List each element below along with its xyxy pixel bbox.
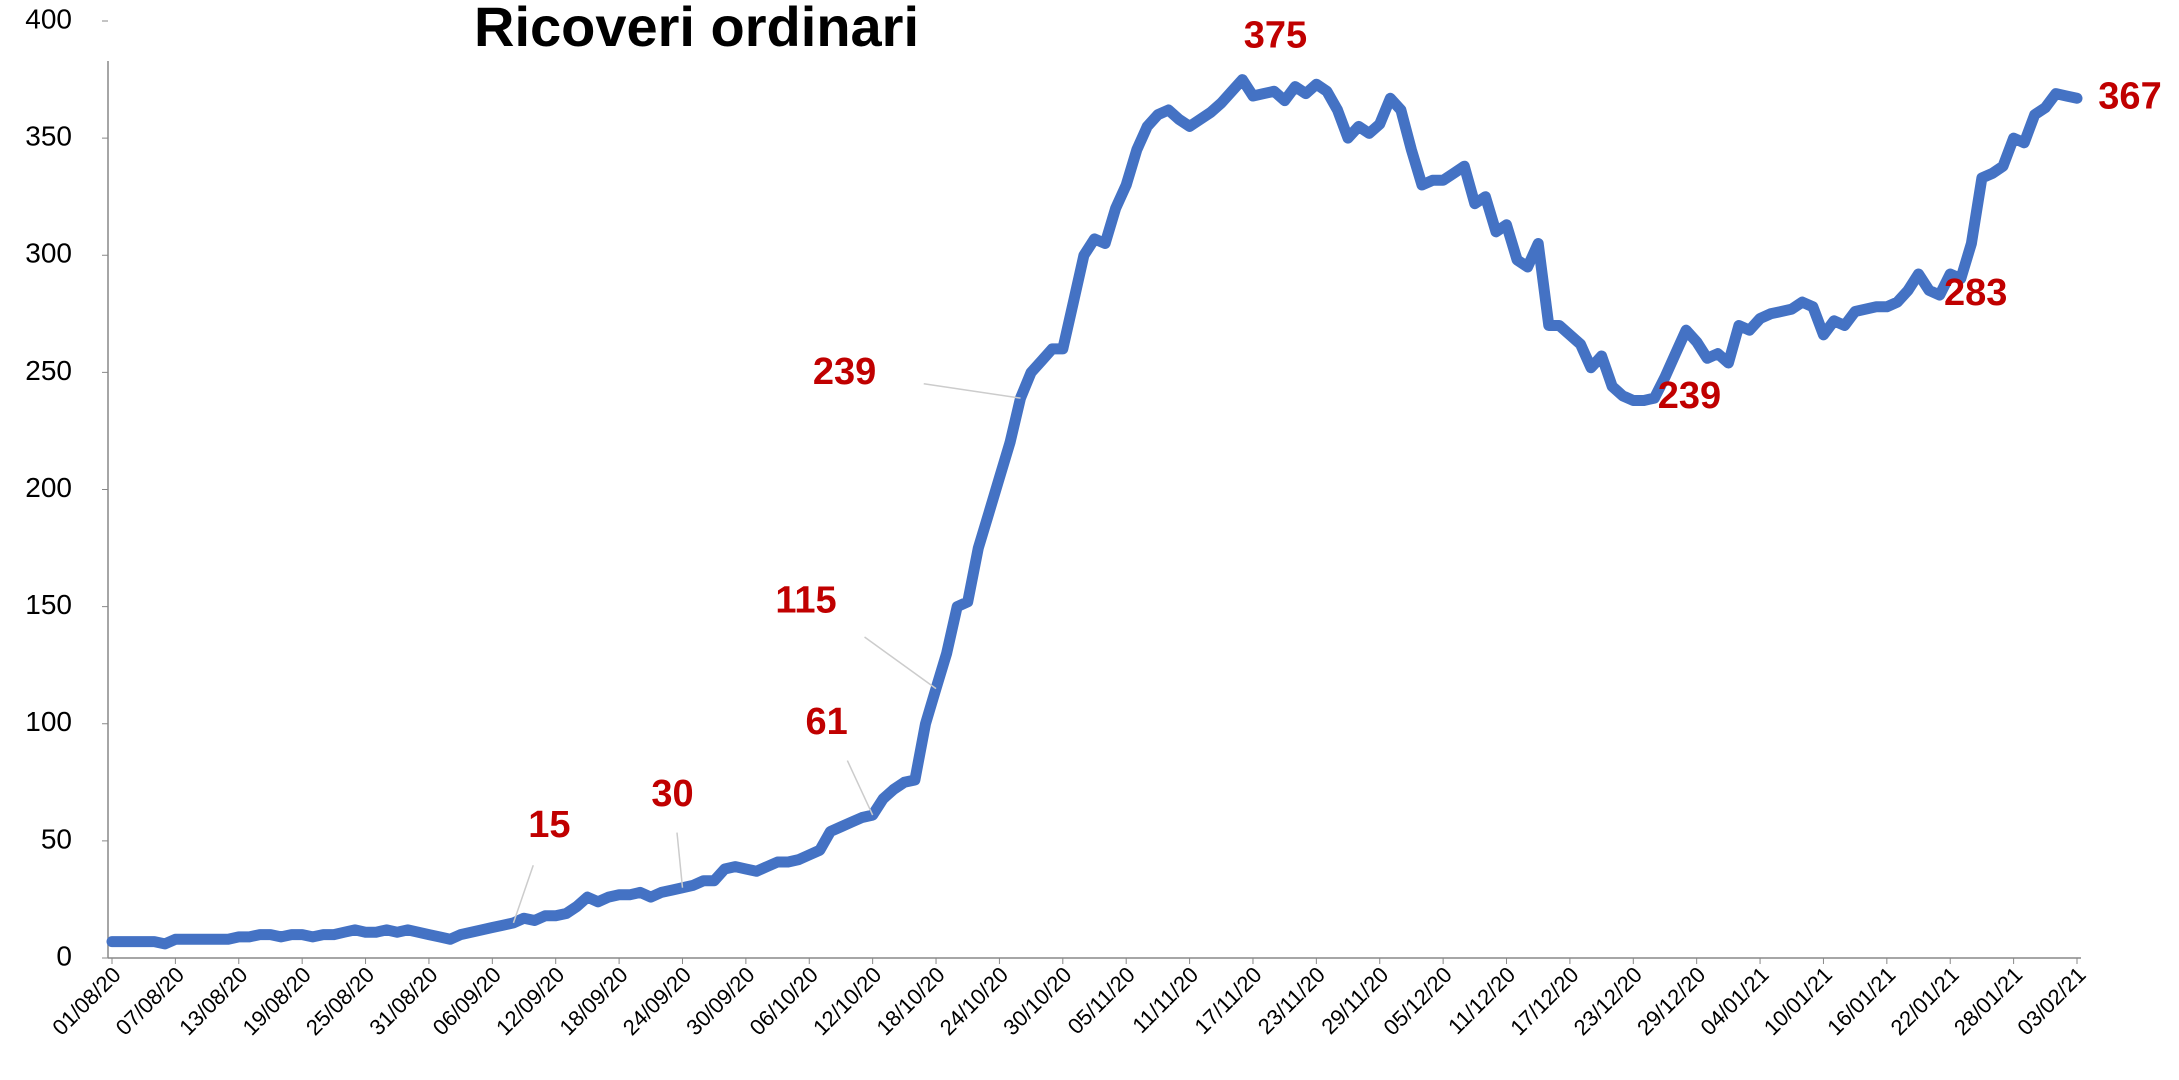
x-tick-label: 30/09/20 bbox=[681, 962, 759, 1040]
x-tick-label: 05/11/20 bbox=[1063, 962, 1140, 1039]
y-tick-label: 100 bbox=[25, 706, 72, 737]
x-tick-label: 24/09/20 bbox=[618, 962, 696, 1040]
data-label: 15 bbox=[528, 804, 570, 846]
x-tick-label: 22/01/21 bbox=[1886, 962, 1964, 1040]
x-tick-label: 17/12/20 bbox=[1505, 962, 1583, 1040]
data-label: 239 bbox=[813, 351, 876, 393]
x-tick-label: 07/08/20 bbox=[111, 962, 189, 1040]
leader-line bbox=[846, 760, 874, 816]
data-label: 115 bbox=[775, 580, 836, 622]
x-tick-label: 13/08/20 bbox=[174, 962, 252, 1040]
x-tick-label: 01/08/20 bbox=[47, 962, 125, 1040]
x-tick-label: 19/08/20 bbox=[238, 962, 316, 1040]
leader-line bbox=[923, 383, 1021, 399]
leader-line bbox=[512, 865, 534, 924]
x-tick-label: 06/10/20 bbox=[745, 962, 823, 1040]
x-tick-label: 03/02/21 bbox=[2012, 962, 2090, 1040]
x-tick-label: 16/01/21 bbox=[1822, 962, 1900, 1040]
x-tick-label: 23/12/20 bbox=[1569, 962, 1647, 1040]
x-tick-label: 11/12/20 bbox=[1443, 962, 1520, 1039]
x-tick-label: 12/10/20 bbox=[808, 962, 886, 1040]
x-tick-label: 11/11/20 bbox=[1127, 962, 1203, 1038]
x-tick-label: 30/10/20 bbox=[998, 962, 1076, 1040]
y-tick-label: 150 bbox=[25, 589, 72, 620]
x-tick-label: 28/01/21 bbox=[1949, 962, 2027, 1040]
x-tick-label: 04/01/21 bbox=[1695, 962, 1773, 1040]
x-tick-label: 06/09/20 bbox=[428, 962, 506, 1040]
x-tick-label: 31/08/20 bbox=[364, 962, 442, 1040]
leader-line bbox=[864, 636, 937, 690]
data-label: 367 bbox=[2098, 75, 2161, 117]
y-tick-label: 350 bbox=[25, 121, 72, 152]
y-tick-label: 50 bbox=[41, 823, 72, 854]
data-label: 283 bbox=[1944, 272, 2007, 314]
x-tick-label: 17/11/20 bbox=[1190, 962, 1267, 1039]
x-tick-label: 18/09/20 bbox=[555, 962, 633, 1040]
chart-title: Ricoveri ordinari bbox=[474, 0, 919, 58]
data-label: 375 bbox=[1244, 15, 1307, 57]
x-tick-label: 18/10/20 bbox=[871, 962, 949, 1040]
y-tick-label: 0 bbox=[56, 940, 72, 971]
x-tick-label: 25/08/20 bbox=[301, 962, 379, 1040]
x-tick-label: 12/09/20 bbox=[491, 962, 569, 1040]
x-tick-label: 10/01/21 bbox=[1759, 962, 1837, 1040]
data-label: 61 bbox=[806, 701, 848, 743]
y-tick-label: 400 bbox=[25, 3, 72, 34]
data-line bbox=[106, 74, 2083, 950]
y-tick-label: 300 bbox=[25, 238, 72, 269]
y-tick-label: 200 bbox=[25, 472, 72, 503]
x-tick-label: 29/11/20 bbox=[1316, 962, 1393, 1039]
x-tick-label: 29/12/20 bbox=[1632, 962, 1710, 1040]
data-label: 30 bbox=[651, 773, 693, 815]
y-tick-label: 250 bbox=[25, 355, 72, 386]
leader-line bbox=[676, 832, 684, 888]
x-tick-label: 24/10/20 bbox=[935, 962, 1013, 1040]
x-tick-label: 05/12/20 bbox=[1379, 962, 1457, 1040]
x-tick-label: 23/11/20 bbox=[1253, 962, 1330, 1039]
data-label: 239 bbox=[1658, 375, 1721, 417]
